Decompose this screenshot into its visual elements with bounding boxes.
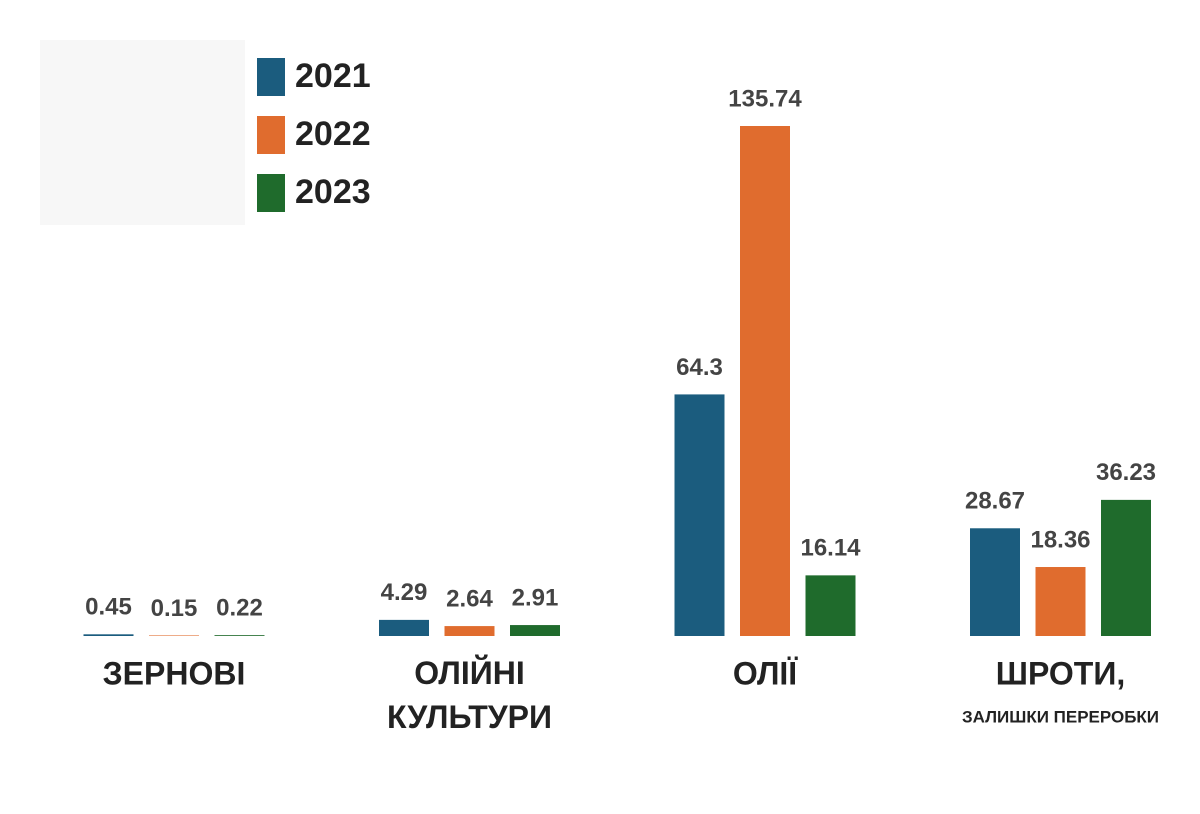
bar (83, 634, 134, 636)
category-label: ШРОТИ, (996, 655, 1125, 691)
data-label: 0.22 (216, 595, 263, 622)
bar (740, 126, 790, 636)
data-label: 135.74 (728, 85, 802, 112)
legend-swatch (257, 58, 285, 96)
category-label: ЗЕРНОВІ (103, 655, 246, 691)
category-sublabel: ЗАЛИШКИ ПЕРЕРОБКИ (962, 707, 1159, 726)
bar (805, 575, 856, 636)
legend-label: 2021 (295, 57, 371, 95)
data-label: 2.91 (512, 584, 559, 611)
bar (1101, 499, 1151, 636)
legend-background (40, 40, 245, 225)
bar (674, 394, 725, 636)
bar (444, 626, 495, 636)
legend-label: 2023 (295, 173, 371, 211)
category-label: ОЛІЙНІ КУЛЬТУРИ (387, 655, 552, 735)
legend-swatch (257, 116, 285, 154)
bar (149, 635, 199, 636)
data-label: 2.64 (446, 585, 493, 612)
data-label: 36.23 (1096, 459, 1156, 486)
data-label: 16.14 (800, 535, 861, 562)
bar (214, 635, 265, 636)
category-label: ОЛІЇ (733, 655, 798, 691)
data-label: 64.3 (676, 354, 723, 381)
bar (1035, 567, 1086, 636)
data-label: 4.29 (381, 579, 428, 606)
data-label: 0.15 (151, 595, 198, 622)
data-label: 28.67 (965, 488, 1025, 515)
bar (379, 619, 429, 636)
legend-swatch (257, 174, 285, 212)
legend-label: 2022 (295, 115, 371, 153)
bar (970, 528, 1020, 636)
data-label: 0.45 (85, 594, 132, 621)
data-label: 18.36 (1030, 526, 1090, 553)
bar (510, 625, 560, 636)
